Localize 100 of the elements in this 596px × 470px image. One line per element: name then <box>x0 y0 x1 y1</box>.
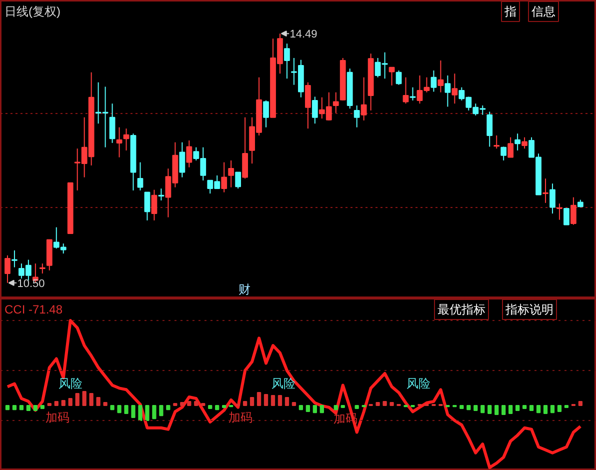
candlestick <box>137 162 144 191</box>
bar <box>376 402 380 406</box>
candlestick <box>556 203 562 220</box>
text: 最优指标 <box>438 302 486 316</box>
candlestick <box>186 140 192 168</box>
bar <box>187 400 192 406</box>
bar <box>494 405 499 416</box>
candlestick <box>570 196 576 226</box>
bar <box>54 400 58 406</box>
bar <box>557 405 562 412</box>
candlestick <box>542 178 548 204</box>
bar <box>124 405 128 414</box>
bar <box>12 405 17 410</box>
candlestick <box>284 43 290 80</box>
bar <box>75 393 80 406</box>
candlestick <box>4 254 10 284</box>
candlestick <box>522 136 528 150</box>
bar <box>312 405 317 414</box>
candlestick <box>430 70 437 92</box>
bar <box>536 405 541 414</box>
candlestick <box>221 162 228 193</box>
candlestick <box>235 172 242 190</box>
bar <box>215 405 220 410</box>
chart-title: 日线(复权) <box>4 4 60 18</box>
annotation: 加码 <box>228 410 252 424</box>
candlestick <box>550 183 556 214</box>
candlestick <box>438 60 444 93</box>
bar <box>194 400 198 406</box>
bar <box>508 405 513 414</box>
bar <box>82 391 86 406</box>
bar <box>334 405 338 410</box>
candlestick <box>12 250 18 268</box>
bar <box>306 405 310 412</box>
bar <box>5 405 10 410</box>
bar <box>68 398 72 406</box>
bar <box>33 405 38 411</box>
bar <box>166 405 170 410</box>
candlestick <box>228 160 234 188</box>
bar <box>382 400 387 406</box>
bar <box>354 405 359 410</box>
candlestick <box>508 136 514 158</box>
bar <box>298 405 304 410</box>
candlestick <box>158 188 164 201</box>
candlestick <box>396 70 402 86</box>
annotation: 风险 <box>58 376 82 390</box>
bar <box>460 405 464 410</box>
bar <box>466 405 471 410</box>
candlestick <box>564 208 570 226</box>
candlestick <box>151 189 158 221</box>
bar <box>320 405 324 414</box>
bar <box>152 405 156 420</box>
bar <box>480 405 485 414</box>
text: 指标说明 <box>504 302 554 316</box>
bar <box>522 405 527 410</box>
bar <box>474 405 478 411</box>
bar <box>529 405 534 411</box>
candlestick <box>486 111 493 148</box>
bar <box>515 405 520 411</box>
bar <box>26 405 31 411</box>
candlestick <box>500 146 507 161</box>
candlestick <box>144 192 150 221</box>
candlestick <box>332 92 339 114</box>
annotation: 加码 <box>46 410 70 424</box>
bar <box>138 405 142 422</box>
annotation: 信息 <box>532 4 556 18</box>
bar <box>117 405 122 414</box>
annotation: 指 <box>504 4 516 18</box>
bar <box>502 405 506 416</box>
bar <box>131 405 136 418</box>
bar <box>578 400 582 406</box>
candlestick <box>410 86 416 101</box>
candlestick <box>242 116 248 180</box>
bar <box>488 405 492 414</box>
candlestick <box>39 263 46 274</box>
bar <box>208 405 212 410</box>
bar <box>89 393 94 406</box>
bar <box>284 397 290 406</box>
bar <box>278 394 282 406</box>
candlestick <box>263 100 269 128</box>
candlestick <box>304 82 311 130</box>
bar <box>550 405 555 414</box>
annotation: 10.50 <box>17 278 45 290</box>
bar <box>110 405 114 410</box>
chart-title: CCI -71.48 <box>4 302 63 316</box>
annotation: 风险 <box>406 376 430 390</box>
bar <box>270 394 276 406</box>
annotation: 14.49 <box>290 28 318 41</box>
candlestick <box>109 103 116 144</box>
bar <box>390 402 394 406</box>
bar <box>103 402 108 406</box>
candlestick <box>444 74 451 108</box>
candlestick <box>179 142 186 178</box>
candlestick <box>360 76 367 121</box>
bar <box>256 392 262 406</box>
candlestick <box>354 104 360 128</box>
bar <box>242 400 248 406</box>
bar <box>180 402 184 406</box>
bar <box>264 394 268 406</box>
candlestick <box>402 76 409 104</box>
bar <box>543 405 548 414</box>
